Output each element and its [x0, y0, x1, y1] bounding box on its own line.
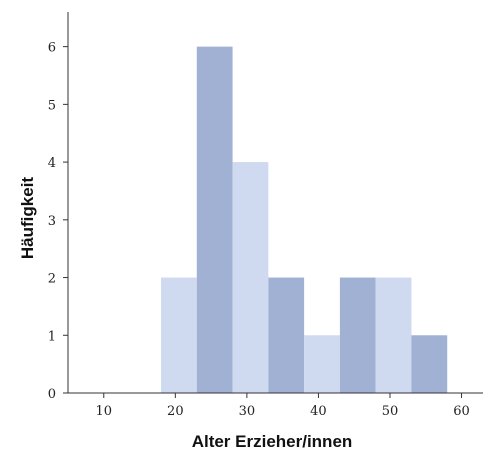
y-tick-label: 5 [48, 98, 56, 113]
y-axis-title: Häufigkeit [18, 177, 37, 260]
histogram-bar-6 [339, 277, 376, 393]
y-tick-label: 2 [48, 272, 56, 287]
x-axis-title: Alter Erzieher/innen [192, 432, 353, 451]
y-tick-label: 4 [48, 156, 56, 171]
x-tick-label: 40 [310, 404, 327, 419]
x-tick-label: 60 [453, 404, 470, 419]
histogram-bar-1 [161, 277, 197, 393]
x-ticks-group: 10 20 30 40 50 60 [96, 393, 470, 419]
histogram-bar-4 [268, 277, 305, 393]
histogram-bar-8 [411, 335, 448, 393]
y-tick-label: 0 [48, 387, 56, 402]
y-tick-label: 6 [48, 41, 56, 56]
x-tick-label: 10 [96, 404, 113, 419]
histogram-bar-2 [196, 46, 233, 394]
x-tick-label: 50 [382, 404, 399, 419]
y-tick-label: 3 [48, 214, 56, 229]
x-tick-label: 20 [167, 404, 184, 419]
bars-group [161, 46, 448, 394]
y-tick-label: 1 [48, 329, 56, 344]
y-ticks-group: 0 1 2 3 4 5 6 [48, 41, 68, 402]
x-tick-label: 30 [239, 404, 256, 419]
histogram-bar-7 [375, 277, 412, 393]
histogram-bar-3 [232, 162, 269, 393]
histogram-bar-5 [304, 335, 340, 393]
